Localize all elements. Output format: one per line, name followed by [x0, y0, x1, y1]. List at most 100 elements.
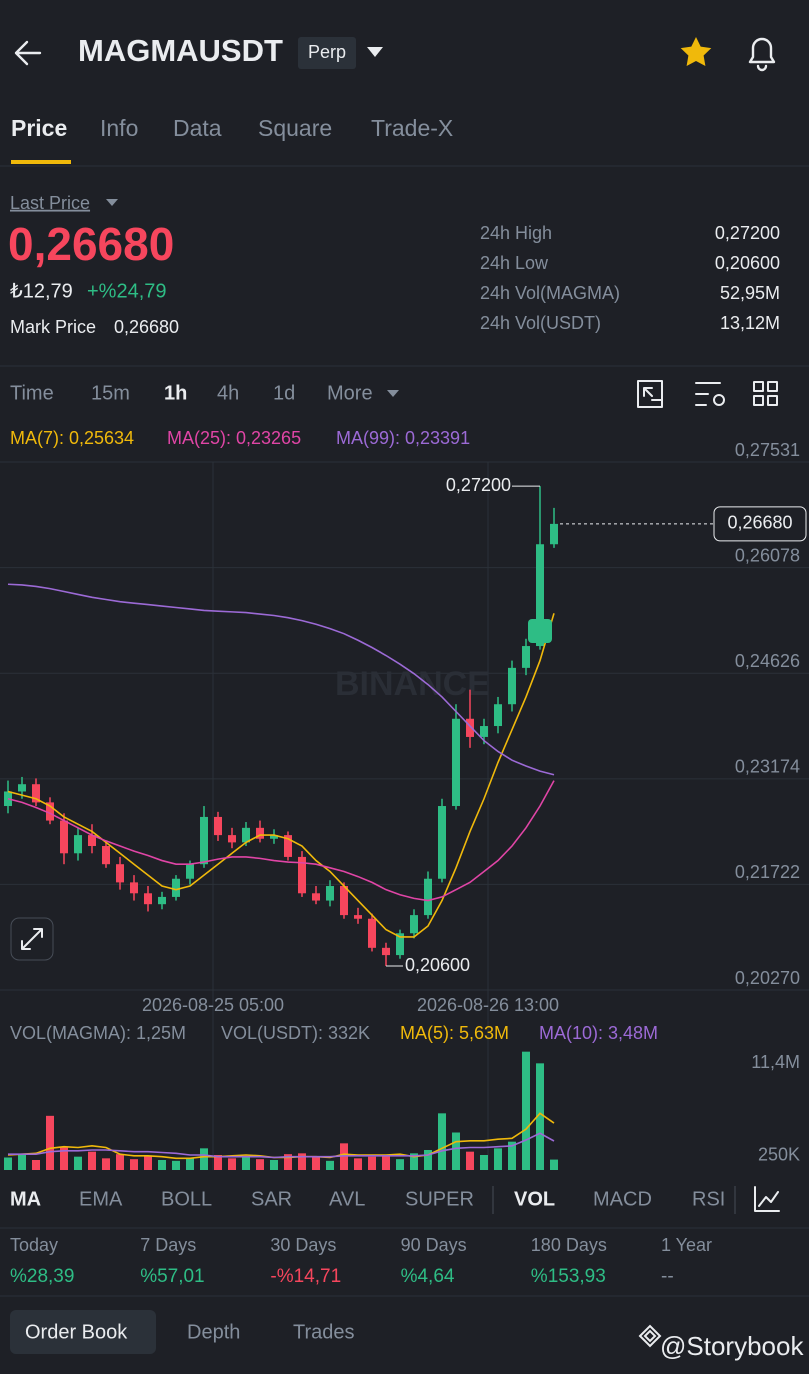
- candle-body: [46, 802, 54, 821]
- volume-tick-label: 250K: [758, 1145, 800, 1165]
- indicator-tab[interactable]: EMA: [79, 1188, 123, 1210]
- period-change: %28,39: [10, 1266, 74, 1287]
- chart-watermark: BINANCE: [335, 665, 490, 703]
- expand-button[interactable]: [10, 917, 54, 961]
- volume-bar: [312, 1157, 320, 1170]
- volume-ma-legend: MA(10): 3,48M: [539, 1023, 658, 1043]
- indicator-tab[interactable]: AVL: [329, 1188, 365, 1210]
- dropdown-arrow[interactable]: [106, 199, 118, 206]
- indicator-tab[interactable]: BOLL: [161, 1188, 212, 1210]
- indicator-tab[interactable]: MA: [10, 1188, 41, 1210]
- candle-body: [494, 704, 502, 727]
- chart-tools: [637, 380, 778, 408]
- bottom-tab[interactable]: Order Book: [25, 1321, 128, 1343]
- last-price: 0,26680: [8, 218, 174, 270]
- period-label: 180 Days: [531, 1235, 607, 1255]
- perp-badge[interactable]: Perp: [308, 42, 346, 62]
- notification-bell[interactable]: [748, 37, 776, 72]
- period-label: 1 Year: [661, 1235, 712, 1255]
- candle-body: [270, 835, 278, 839]
- volume-bar: [410, 1153, 418, 1170]
- active-tab-underline: [11, 160, 71, 164]
- volume-bar: [298, 1153, 306, 1170]
- symbol-dropdown[interactable]: [367, 47, 383, 57]
- current-price-label: 0,26680: [727, 513, 792, 533]
- period-label: 30 Days: [270, 1235, 336, 1255]
- volume-bar: [536, 1063, 544, 1170]
- fullscreen-icon[interactable]: [637, 380, 663, 408]
- x-tick-label: 2026-08-26 13:00: [417, 995, 559, 1015]
- fiat-price: ₺12,79: [10, 280, 73, 302]
- mark-price: 0,26680: [114, 317, 179, 337]
- last-price-label[interactable]: Last Price: [10, 193, 90, 213]
- candle-body: [186, 864, 194, 879]
- indicator-settings[interactable]: [754, 1186, 780, 1212]
- y-tick-label: 0,26078: [735, 545, 800, 565]
- ma-legend: MA(99): 0,23391: [336, 428, 470, 448]
- period-change: %4,64: [401, 1266, 455, 1287]
- ma-line: [7, 613, 555, 938]
- indicator-tab[interactable]: RSI: [692, 1188, 725, 1210]
- tab[interactable]: Square: [258, 115, 332, 141]
- layout-icon[interactable]: [753, 381, 778, 406]
- timeframe[interactable]: 4h: [217, 382, 239, 404]
- volume-bar: [242, 1156, 250, 1170]
- settings-icon[interactable]: [695, 382, 725, 406]
- candle-body: [158, 896, 166, 905]
- period-label: 90 Days: [401, 1235, 467, 1255]
- ma-legend: MA(7): 0,25634: [10, 428, 134, 448]
- volume-tick-label: 11,4M: [751, 1052, 800, 1072]
- current-price-box: [713, 506, 807, 542]
- candle-body: [284, 835, 292, 857]
- volume-bar: [382, 1155, 390, 1170]
- volume-bar: [326, 1160, 334, 1170]
- tab[interactable]: Data: [173, 115, 222, 141]
- candle-body: [228, 835, 236, 843]
- bottom-tab[interactable]: Depth: [187, 1321, 240, 1343]
- low-label: 0,20600: [405, 955, 470, 975]
- indicator-tab[interactable]: SAR: [251, 1188, 292, 1210]
- candle-body: [368, 918, 376, 948]
- volume-bar: [4, 1157, 12, 1170]
- timeframe[interactable]: 1h: [164, 382, 187, 404]
- tab[interactable]: Trade-X: [371, 115, 453, 141]
- candle-body: [424, 878, 432, 916]
- volume-bar: [88, 1151, 96, 1170]
- timeframe[interactable]: 1d: [273, 382, 295, 404]
- timeframe[interactable]: 15m: [91, 382, 130, 404]
- volume-bar: [74, 1156, 82, 1170]
- y-tick-label: 0,27531: [735, 440, 800, 460]
- volume-bar: [508, 1141, 516, 1170]
- candle-body: [312, 893, 320, 901]
- volume-bar: [116, 1154, 124, 1170]
- volume-bar: [550, 1159, 558, 1170]
- volume-bar: [424, 1150, 432, 1170]
- indicator-tab[interactable]: MACD: [593, 1188, 652, 1210]
- stat-value: 13,12M: [720, 313, 780, 333]
- favorite-star[interactable]: [680, 37, 712, 66]
- y-tick-label: 0,21722: [735, 862, 800, 882]
- bottom-tab[interactable]: Trades: [293, 1321, 355, 1343]
- volume-bar: [46, 1115, 54, 1170]
- indicator-tab[interactable]: SUPER: [405, 1188, 474, 1210]
- candle-body: [32, 784, 40, 803]
- more-dropdown[interactable]: [387, 390, 399, 397]
- logo: [638, 1324, 662, 1348]
- timeframe[interactable]: Time: [10, 382, 54, 404]
- back-button[interactable]: [14, 40, 42, 66]
- volume-legend: VOL(MAGMA): 1,25M: [10, 1023, 186, 1043]
- indicator-tab[interactable]: VOL: [514, 1188, 555, 1210]
- volume-bar: [32, 1160, 40, 1170]
- volume-legend: VOL(USDT): 332K: [221, 1023, 370, 1043]
- timeframe[interactable]: More: [327, 382, 373, 404]
- tab[interactable]: Price: [11, 115, 67, 141]
- expand-icon[interactable]: [21, 928, 43, 950]
- tab[interactable]: Info: [100, 115, 138, 141]
- candle-body: [550, 523, 558, 545]
- volume-bar: [452, 1132, 460, 1170]
- candle-body: [466, 718, 474, 737]
- candle-body: [354, 915, 362, 919]
- volume-bar: [368, 1156, 376, 1170]
- period-change: -%14,71: [270, 1266, 341, 1287]
- volume-bar: [466, 1151, 474, 1170]
